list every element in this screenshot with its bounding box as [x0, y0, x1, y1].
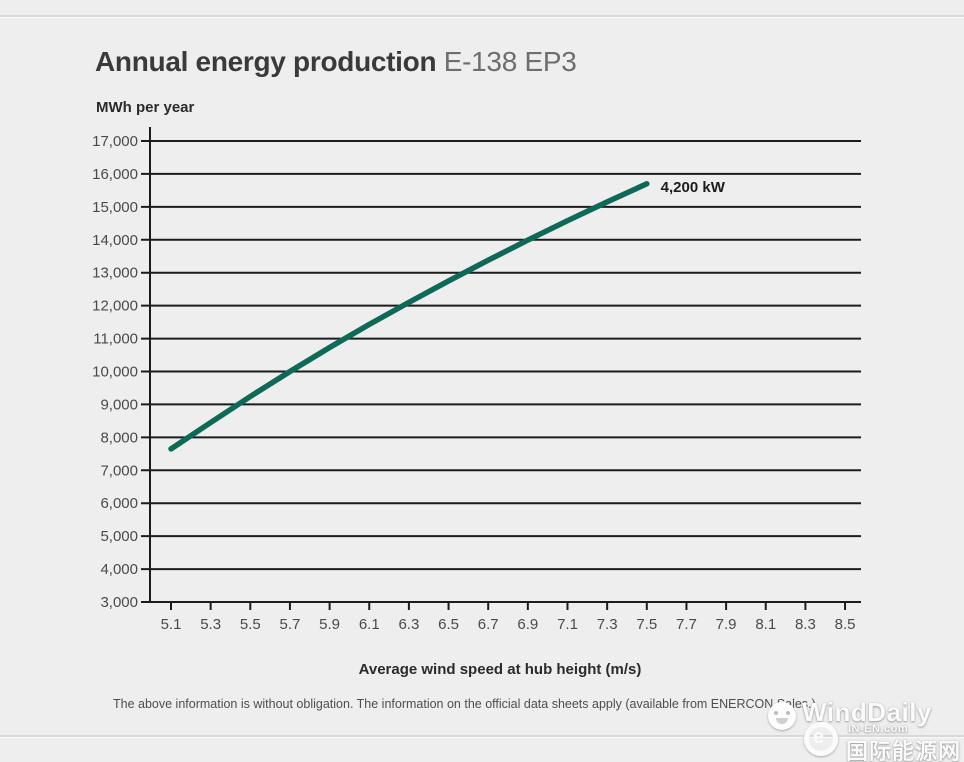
y-tick-label: 9,000: [100, 396, 138, 413]
curve-annotation-label: 4,200 kW: [661, 179, 726, 196]
x-tick-label: 7.9: [716, 616, 737, 633]
disclaimer-text: The above information is without obligat…: [113, 697, 816, 711]
bottom-divider: [0, 735, 964, 738]
page-title-model: E-138 EP3: [443, 46, 577, 77]
x-tick-label: 5.7: [280, 616, 301, 633]
page-title-main: Annual energy production: [95, 46, 437, 77]
page-title: Annual energy production E-138 EP3: [95, 46, 577, 78]
x-tick-label: 6.3: [398, 616, 419, 633]
x-tick-label: 7.7: [676, 616, 697, 633]
y-tick-label: 11,000: [93, 331, 138, 348]
y-tick-label: 6,000: [100, 495, 138, 512]
x-tick-label: 6.1: [359, 616, 380, 633]
x-tick-label: 8.1: [755, 616, 776, 633]
y-tick-label: 10,000: [92, 364, 138, 381]
y-tick-label: 13,000: [92, 265, 138, 282]
x-tick-label: 5.3: [200, 616, 221, 633]
x-axis-title: Average wind speed at hub height (m/s): [358, 661, 642, 678]
y-tick-label: 5,000: [100, 528, 138, 545]
x-tick-label: 7.1: [557, 616, 578, 633]
y-tick-label: 4,000: [100, 561, 138, 578]
y-axis-unit-label: MWh per year: [96, 99, 195, 116]
x-tick-label: 5.5: [240, 616, 261, 633]
y-tick-label: 12,000: [92, 298, 138, 315]
x-tick-label: 6.9: [517, 616, 538, 633]
x-tick-label: 7.5: [636, 616, 657, 633]
y-tick-label: 7,000: [100, 462, 138, 479]
y-tick-label: 14,000: [92, 232, 138, 249]
y-tick-label: 16,000: [92, 166, 138, 183]
y-tick-label: 3,000: [100, 594, 138, 611]
x-tick-label: 5.9: [319, 616, 340, 633]
x-tick-label: 8.3: [795, 616, 816, 633]
x-tick-label: 6.5: [438, 616, 459, 633]
x-tick-label: 6.7: [478, 616, 499, 633]
x-tick-label: 7.3: [597, 616, 618, 633]
y-tick-label: 17,000: [92, 133, 138, 150]
y-tick-label: 15,000: [92, 199, 138, 216]
production-curve: [168, 181, 650, 452]
x-tick-label: 5.1: [161, 616, 182, 633]
top-divider: [0, 15, 964, 18]
x-tick-label: 8.5: [835, 616, 856, 633]
y-tick-label: 8,000: [100, 429, 138, 446]
